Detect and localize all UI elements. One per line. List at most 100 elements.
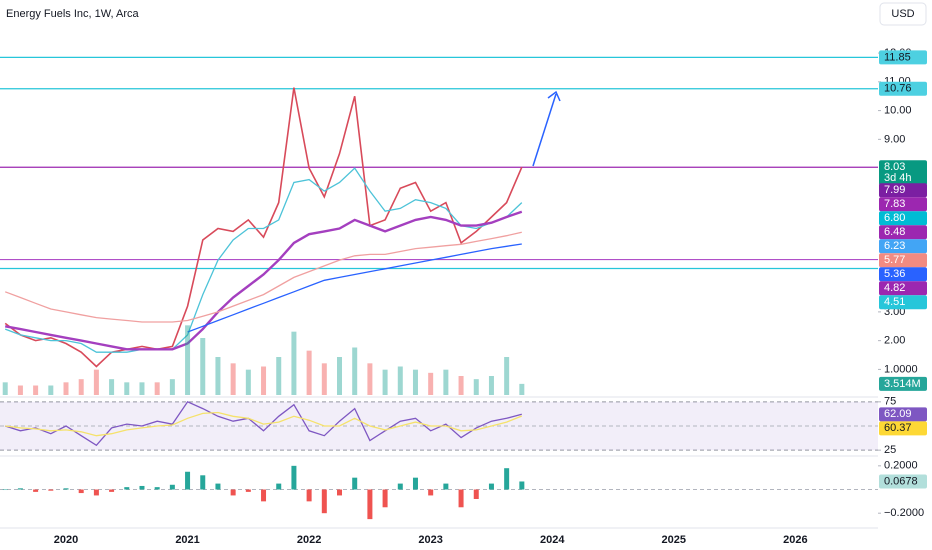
volume-bar bbox=[185, 325, 191, 395]
price-tag-label: 6.80 bbox=[884, 212, 905, 224]
histogram-bar bbox=[504, 468, 510, 490]
y-tick-label: 9.00 bbox=[884, 133, 905, 145]
histogram-bar bbox=[458, 489, 464, 508]
histogram-bar bbox=[519, 481, 525, 490]
x-tick-label: 2020 bbox=[54, 534, 78, 546]
indicator-line bbox=[5, 400, 522, 447]
volume-bar bbox=[169, 379, 175, 395]
price-tag bbox=[879, 253, 927, 268]
price-tag-label: 60.37 bbox=[884, 422, 912, 434]
plot-layer bbox=[0, 56, 878, 520]
volume-bar bbox=[124, 382, 130, 395]
volume-bar bbox=[48, 385, 54, 395]
currency-button[interactable] bbox=[879, 2, 927, 26]
currency-label[interactable]: USD bbox=[891, 8, 914, 20]
volume-bar bbox=[443, 369, 449, 395]
projection-arrow bbox=[532, 93, 557, 167]
histogram-bar bbox=[367, 489, 373, 520]
y-tick-label: −0.2000 bbox=[884, 507, 924, 519]
histogram-bar bbox=[154, 487, 160, 490]
price-line bbox=[4, 87, 523, 368]
volume-bar bbox=[519, 383, 525, 395]
histogram-bar bbox=[291, 465, 297, 490]
volume-bar bbox=[291, 331, 297, 395]
price-tag-label: 5.77 bbox=[884, 254, 905, 266]
y-tick-label: 10.00 bbox=[884, 104, 912, 116]
y-tick-label: 1.0000 bbox=[884, 363, 918, 375]
volume-bar bbox=[109, 379, 115, 395]
volume-bar bbox=[93, 369, 99, 395]
volume-bar bbox=[367, 363, 373, 395]
volume-bar bbox=[473, 379, 479, 395]
histogram-bar bbox=[33, 489, 39, 492]
chart-title: Energy Fuels Inc, 1W, Arca bbox=[6, 8, 140, 20]
volume-bar bbox=[230, 363, 236, 395]
volume-bar bbox=[337, 357, 343, 395]
volume-bar bbox=[428, 372, 434, 395]
histogram-bar bbox=[443, 483, 449, 490]
price-tag-label: 4.82 bbox=[884, 282, 905, 294]
indicator-line bbox=[4, 210, 523, 351]
volume-bar bbox=[458, 376, 464, 395]
volume-bar bbox=[352, 347, 358, 395]
volume-bar bbox=[154, 382, 160, 395]
arrow-head bbox=[547, 90, 561, 102]
indicator-line bbox=[187, 243, 522, 333]
indicator-line bbox=[4, 167, 523, 353]
price-tag-label: 62.09 bbox=[884, 408, 912, 420]
price-tag-label: 8.03 bbox=[884, 161, 905, 173]
price-tag bbox=[879, 376, 927, 391]
histogram-bar bbox=[139, 485, 145, 490]
histogram-bar bbox=[261, 489, 267, 502]
price-tag bbox=[879, 239, 927, 254]
x-tick-label: 2026 bbox=[783, 534, 807, 546]
price-tag bbox=[879, 211, 927, 226]
y-tick-label: 25 bbox=[884, 444, 896, 456]
price-tag-label: 10.76 bbox=[884, 83, 912, 95]
volume-bar bbox=[382, 369, 388, 395]
histogram-bar bbox=[412, 477, 418, 490]
price-tag bbox=[879, 407, 927, 422]
price-tag bbox=[879, 183, 927, 198]
histogram-bar bbox=[2, 489, 8, 491]
price-tag-label: 5.36 bbox=[884, 268, 905, 280]
histogram-bar bbox=[185, 471, 191, 490]
price-tag bbox=[879, 50, 927, 65]
price-tag bbox=[879, 225, 927, 240]
y-tick-label: 0.2000 bbox=[884, 460, 918, 472]
histogram-bar bbox=[428, 489, 434, 496]
price-tag-label: 0.0678 bbox=[884, 475, 918, 487]
price-tag bbox=[879, 281, 927, 296]
volume-bar bbox=[78, 379, 84, 395]
price-tag bbox=[879, 474, 927, 489]
x-tick-label: 2023 bbox=[418, 534, 442, 546]
y-tick-label: 2.00 bbox=[884, 335, 905, 347]
price-tag-label: 7.99 bbox=[884, 184, 905, 196]
volume-bar bbox=[200, 338, 206, 395]
histogram-bar bbox=[488, 483, 494, 490]
histogram-bar bbox=[276, 483, 282, 490]
histogram-bar bbox=[215, 483, 221, 490]
histogram-bar bbox=[473, 489, 479, 499]
indicator-line bbox=[5, 411, 523, 437]
histogram-bar bbox=[48, 489, 54, 491]
volume-bar bbox=[215, 357, 221, 395]
price-tag bbox=[879, 267, 927, 282]
price-tag-label: 11.85 bbox=[884, 51, 911, 63]
price-tag-label: 6.23 bbox=[884, 240, 905, 252]
histogram-bar bbox=[352, 477, 358, 490]
histogram-bar bbox=[306, 489, 312, 502]
histogram-bar bbox=[397, 483, 403, 490]
x-tick-label: 2024 bbox=[540, 534, 565, 546]
histogram-bar bbox=[382, 489, 388, 508]
price-tag-label: 3.514M bbox=[884, 378, 921, 390]
volume-bar bbox=[261, 366, 267, 395]
histogram-bar bbox=[93, 489, 99, 496]
volume-bar bbox=[306, 350, 312, 395]
axis-layer: 2020 2021 2022 2023 2024 2025 2026 1.0000 2.00 3.… bbox=[54, 28, 932, 550]
price-tag bbox=[879, 81, 927, 96]
histogram-bar bbox=[78, 489, 84, 494]
